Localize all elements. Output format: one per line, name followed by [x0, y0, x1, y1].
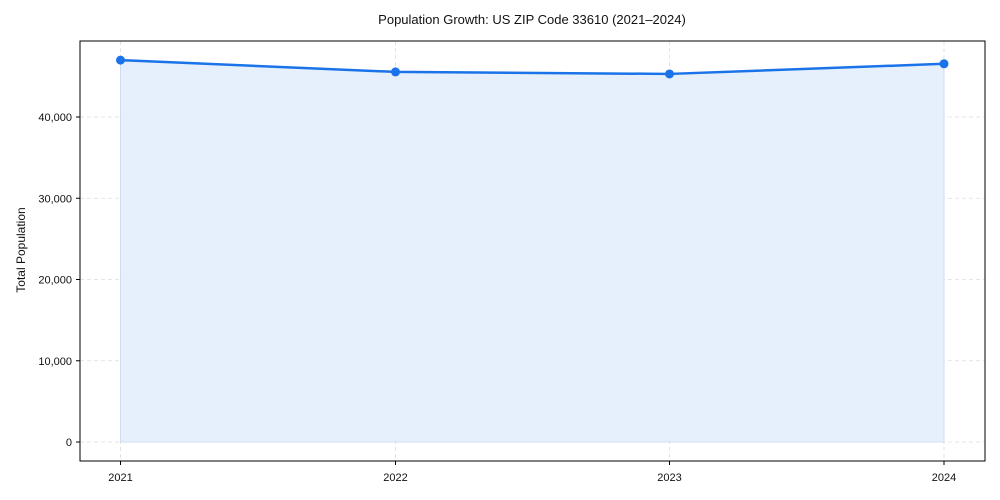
y-tick-label: 30,000 [38, 193, 72, 205]
chart-title: Population Growth: US ZIP Code 33610 (20… [378, 12, 686, 27]
y-tick-label: 10,000 [38, 356, 72, 368]
y-tick-label: 40,000 [38, 112, 72, 124]
data-line [120, 58, 945, 76]
data-point-marker [116, 55, 125, 65]
x-tick-label: 2023 [657, 472, 681, 484]
y-tick-label: 20,000 [38, 275, 72, 287]
x-tick-label: 2022 [383, 472, 407, 484]
data-point-marker [391, 67, 400, 77]
x-tick-label: 2021 [108, 472, 132, 484]
plot-frame [79, 40, 986, 462]
data-point-marker [939, 59, 949, 69]
y-tick-label: 0 [66, 437, 72, 449]
data-point-marker [665, 69, 674, 79]
area-fill [120, 59, 945, 443]
x-tick-label: 2024 [932, 472, 956, 484]
